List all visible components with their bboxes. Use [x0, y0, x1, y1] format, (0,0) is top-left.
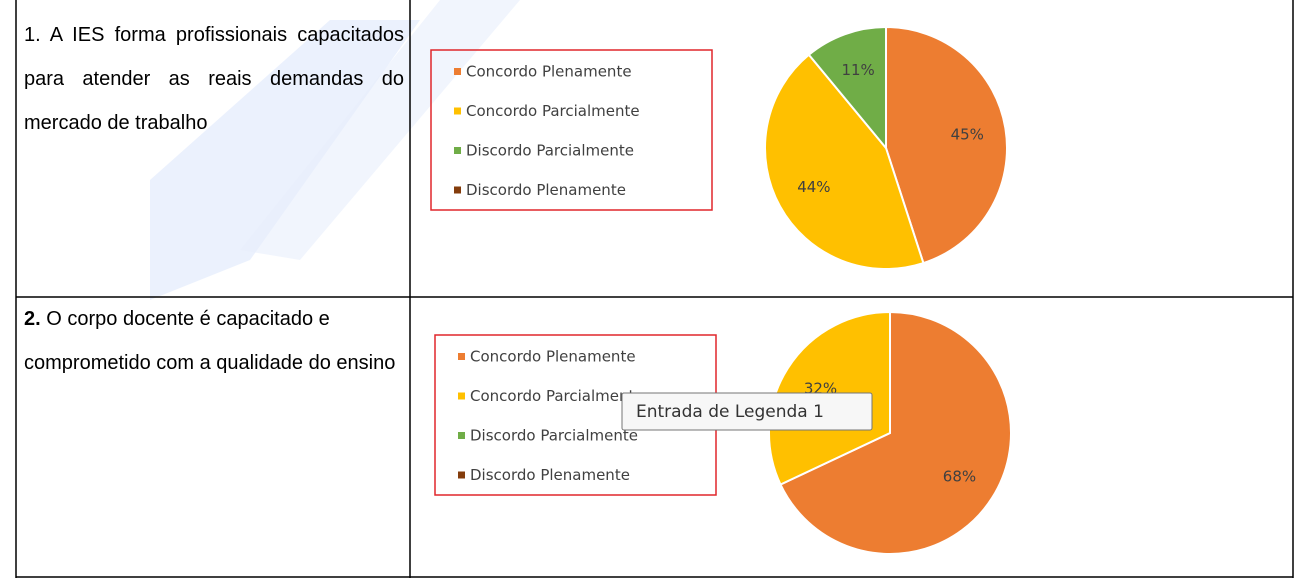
legend-swatch	[458, 392, 465, 400]
legend-swatch	[458, 471, 465, 479]
legend-swatch	[458, 432, 465, 439]
pie-slice	[807, 25, 887, 151]
question: 2. O corpo docente é capacitado e compro…	[24, 297, 404, 385]
data-label: 11%	[841, 61, 874, 79]
data-label: 45%	[951, 126, 984, 144]
legend-label: Discordo Parcialmente	[470, 427, 638, 445]
legend-swatch	[454, 147, 461, 154]
question: 1. A IES forma profissionais capacitados…	[24, 13, 404, 145]
legend-box	[430, 49, 713, 211]
tooltip-box	[621, 392, 873, 431]
legend-label: Concordo Plenamente	[470, 348, 636, 366]
legend-label: Concordo Parcialmente	[466, 102, 640, 120]
tooltip-text: Entrada de Legenda 1	[636, 402, 824, 422]
legend-label: Discordo Plenamente	[470, 466, 630, 484]
legend-label: Concordo Parcialmente	[470, 387, 644, 405]
data-label: 44%	[797, 178, 830, 196]
legend-label: Concordo Plenamente	[466, 63, 632, 81]
legend-swatch	[458, 353, 465, 360]
legend-swatch	[454, 68, 461, 75]
question-text: A IES forma profissionais capacitados pa…	[24, 24, 404, 134]
pie-slice	[779, 310, 1012, 555]
legend-swatch	[454, 186, 461, 194]
legend-swatch	[454, 107, 461, 115]
question-text: O corpo docente é capacitado e compromet…	[24, 308, 396, 374]
watermark	[240, 0, 520, 260]
legend-label: Discordo Parcialmente	[466, 142, 634, 160]
table-lines	[15, 0, 1294, 578]
pie-slice	[764, 53, 925, 270]
legend-label: Discordo Plenamente	[466, 181, 626, 199]
watermark	[150, 20, 420, 300]
question-number: 1.	[24, 24, 41, 46]
data-label: 68%	[943, 468, 976, 486]
pie-slice	[885, 25, 1008, 265]
question-number: 2.	[24, 308, 41, 330]
